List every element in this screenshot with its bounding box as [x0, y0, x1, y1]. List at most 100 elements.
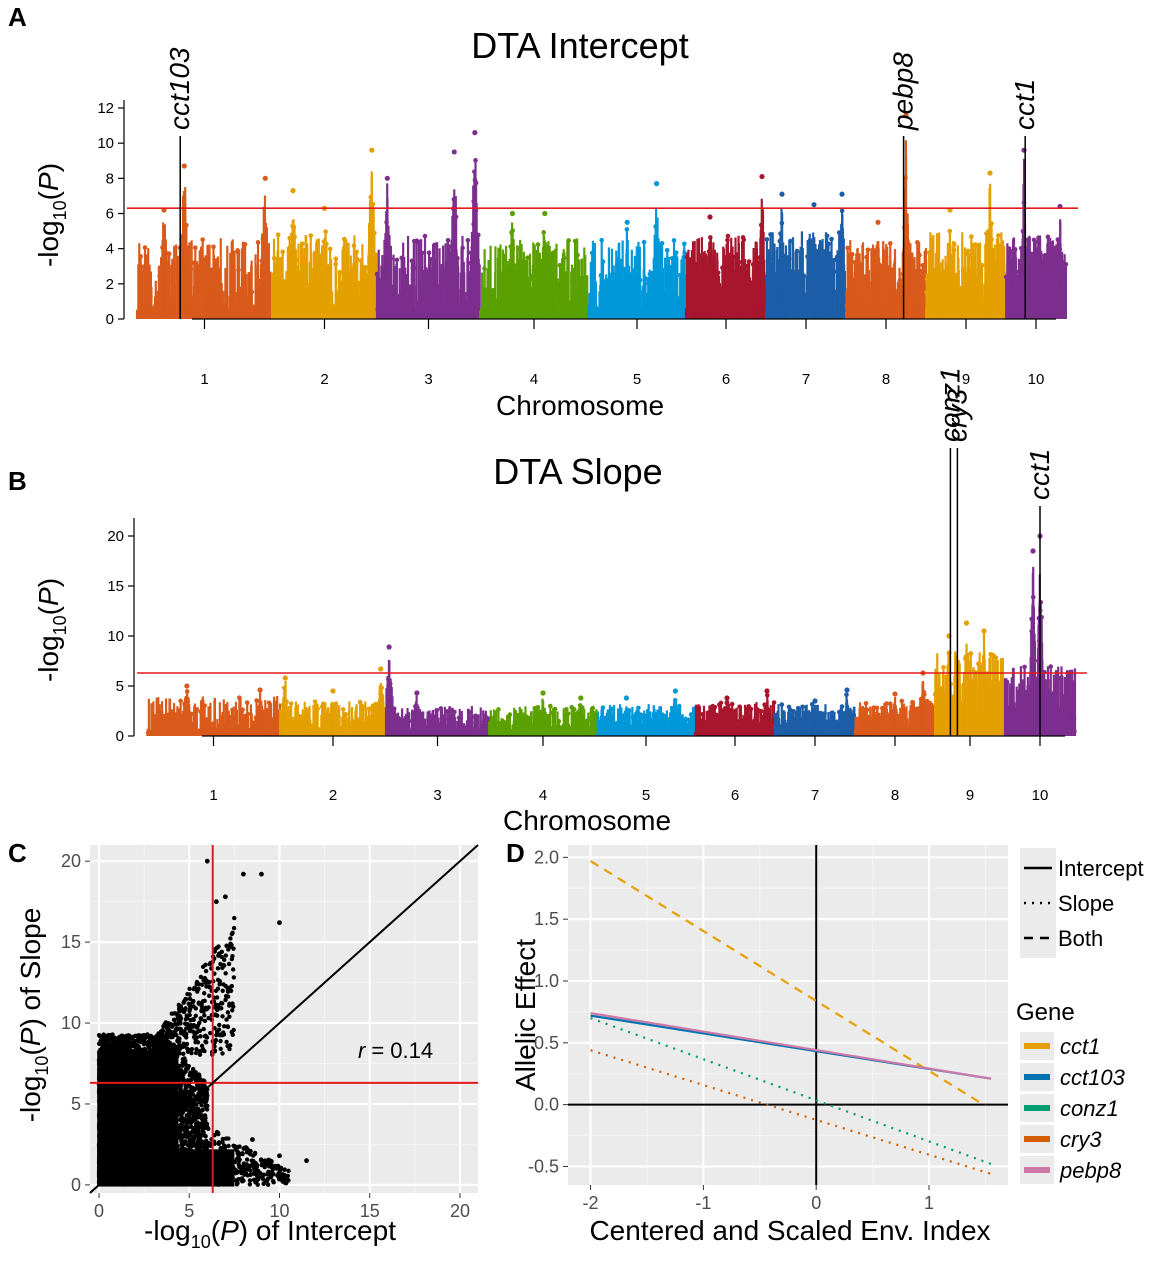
snp-point: [184, 222, 189, 228]
snp-point: [832, 257, 837, 263]
peak-point: [509, 210, 515, 217]
snp-point: [271, 255, 277, 261]
snp-point: [788, 238, 793, 244]
snp-point: [194, 707, 200, 712]
y-tick-label: 0: [106, 311, 114, 328]
x-tick-label: 5: [633, 371, 641, 388]
snp-point: [512, 263, 518, 269]
snp-point: [309, 267, 315, 273]
snp-point: [826, 241, 831, 247]
snp-point: [202, 703, 207, 708]
chromosome-9-points: [924, 170, 1008, 319]
panel-b-title: DTA Slope: [493, 451, 662, 492]
snp-point: [453, 214, 459, 220]
panel-a-y-axis-label: -log10(P): [33, 163, 70, 267]
snp-point: [337, 270, 343, 275]
y-tick-label: 12: [97, 100, 114, 117]
snp-point: [343, 712, 348, 717]
snp-point: [473, 158, 478, 163]
snp-point: [360, 705, 366, 710]
panel-b-y-axis-label: -log10(P): [33, 578, 70, 682]
y-tick-label: 4: [106, 241, 114, 258]
peak-point: [369, 147, 375, 153]
panel-a-title: DTA Intercept: [471, 25, 688, 66]
snp-point: [292, 234, 297, 240]
chromosome-7-points: [764, 191, 849, 319]
peak-point: [378, 666, 384, 672]
snp-point: [327, 246, 333, 252]
x-tick-label: 8: [882, 371, 890, 388]
snp-point: [599, 237, 604, 243]
snp-point: [142, 245, 148, 250]
panel-b-letter: B: [8, 466, 27, 496]
snp-point: [284, 699, 289, 704]
peak-point: [184, 683, 190, 689]
snp-point: [609, 706, 614, 712]
snp-point: [445, 237, 451, 243]
snp-point: [556, 718, 562, 724]
chromosome-2-points: [279, 666, 387, 736]
snp-point: [455, 255, 460, 261]
snp-point: [887, 241, 893, 246]
snp-point: [184, 689, 190, 694]
peak-point: [654, 181, 660, 187]
snp-point: [965, 248, 971, 254]
snp-point: [357, 699, 363, 705]
x-tick-label: 6: [722, 371, 730, 388]
snp-point: [682, 241, 687, 247]
peak-point: [624, 219, 630, 225]
panel-a-x-axis-label: Chromosome: [496, 390, 664, 421]
x-tick-label: 9: [962, 371, 970, 388]
x-tick-label: 2: [320, 371, 328, 388]
snp-point: [510, 228, 515, 233]
peak-point: [839, 191, 845, 197]
snp-point: [244, 700, 250, 705]
snp-point: [254, 698, 259, 703]
snp-point: [240, 707, 245, 713]
gene-label-cct103: cct103: [164, 47, 195, 130]
snp-point: [659, 240, 665, 246]
chromosome-3-points: [384, 644, 492, 736]
chromosome-1-points: [145, 683, 282, 736]
x-tick-label: 7: [802, 371, 810, 388]
snp-point: [245, 711, 251, 717]
panel-b: B DTA Slope -log10(P) Chromosome 0510152…: [8, 367, 1087, 836]
snp-point: [682, 250, 688, 256]
snp-point: [178, 698, 183, 704]
snp-point: [460, 245, 465, 251]
snp-point: [590, 705, 596, 711]
snp-point: [637, 277, 643, 283]
snp-point: [794, 248, 800, 254]
snp-point: [308, 233, 314, 238]
snp-point: [548, 703, 553, 709]
peak-point: [987, 170, 993, 176]
snp-point: [372, 230, 377, 236]
chromosome-6-points: [693, 688, 777, 736]
snp-point: [535, 704, 541, 710]
snp-point: [275, 232, 281, 238]
chromosome-5-points: [587, 181, 689, 319]
snp-point: [979, 262, 985, 268]
peak-point: [623, 695, 630, 701]
snp-point: [193, 245, 198, 250]
snp-point: [897, 278, 903, 283]
snp-point: [579, 705, 585, 710]
peak-point: [875, 219, 881, 225]
snp-point: [354, 249, 360, 255]
snp-point: [801, 273, 807, 278]
peak-point: [330, 688, 336, 694]
snp-point: [641, 239, 647, 245]
snp-point: [370, 201, 376, 207]
y-tick-label: 10: [97, 135, 114, 152]
peak-point: [181, 163, 187, 169]
snp-point: [432, 242, 438, 248]
x-tick-label: 10: [1028, 371, 1045, 388]
snp-point: [725, 233, 731, 239]
snp-point: [363, 265, 369, 270]
snp-point: [379, 685, 384, 691]
snp-point: [849, 251, 855, 257]
snp-point: [565, 711, 571, 716]
snp-point: [467, 710, 472, 715]
snp-point: [829, 236, 834, 242]
